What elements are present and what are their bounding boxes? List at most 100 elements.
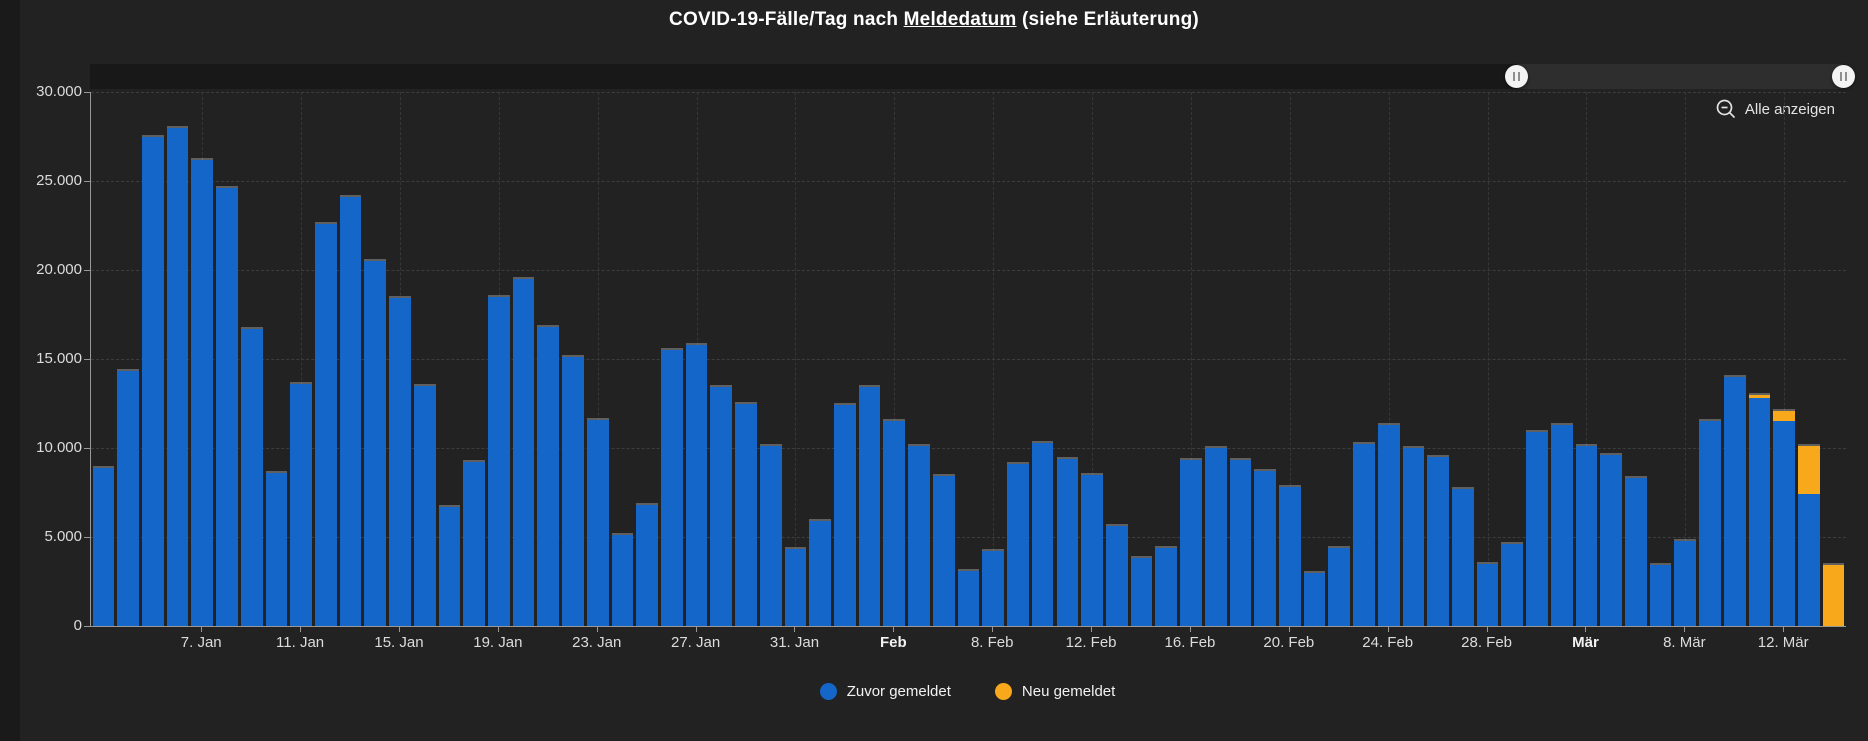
bar-6-mär[interactable] [1625, 476, 1647, 626]
bar-22-feb[interactable] [1328, 545, 1351, 626]
bar-4-mär[interactable] [1575, 444, 1598, 626]
bar-9-mär[interactable] [1699, 419, 1721, 626]
bar-9-feb[interactable] [1007, 462, 1029, 626]
bar-12-feb[interactable] [1081, 472, 1103, 626]
bar-29-jan[interactable] [735, 401, 757, 626]
bar-24-feb[interactable] [1377, 422, 1400, 626]
bar-23-jan[interactable] [586, 417, 609, 626]
bar-13-feb[interactable] [1105, 524, 1128, 626]
bar-28-feb[interactable] [1476, 561, 1499, 626]
bar-segment-zuvor-gemeldet [1377, 424, 1400, 626]
bar-25-feb[interactable] [1402, 446, 1425, 626]
x-axis-tick [1288, 627, 1290, 632]
bar-segment-zuvor-gemeldet [1699, 421, 1721, 626]
bar-25-jan[interactable] [636, 502, 658, 626]
bar-top-highlight [685, 342, 708, 345]
bar-segment-zuvor-gemeldet [685, 344, 708, 626]
bar-10-jan[interactable] [265, 470, 288, 626]
bar-1-mär[interactable] [1501, 542, 1524, 626]
bar-segment-zuvor-gemeldet [314, 223, 337, 626]
bar-15-jan[interactable] [389, 296, 411, 626]
bar-6-feb[interactable] [932, 474, 955, 626]
bar-16-feb[interactable] [1180, 458, 1202, 626]
bar-30-jan[interactable] [759, 444, 782, 626]
bar-18-feb[interactable] [1229, 458, 1252, 626]
show-all-button[interactable]: Alle anzeigen [1715, 98, 1835, 120]
bar-7-jan[interactable] [191, 157, 214, 626]
bar-5-feb[interactable] [908, 444, 930, 626]
bar-12-mär[interactable] [1773, 408, 1796, 626]
bar-22-jan[interactable] [562, 355, 584, 626]
bar-segment-zuvor-gemeldet [759, 446, 782, 626]
bar-11-mär[interactable] [1748, 392, 1771, 626]
bar-5-jan[interactable] [141, 134, 164, 626]
zoom-range-slider[interactable] [90, 64, 1855, 89]
bar-4-feb[interactable] [883, 419, 906, 626]
bar-15-feb[interactable] [1155, 545, 1178, 626]
bar-26-jan[interactable] [661, 348, 683, 626]
bar-3-jan[interactable] [92, 465, 115, 626]
bar-14-jan[interactable] [364, 259, 387, 626]
bar-20-feb[interactable] [1278, 485, 1301, 626]
bar-18-jan[interactable] [463, 460, 485, 626]
bar-9-jan[interactable] [240, 326, 263, 626]
bar-7-feb[interactable] [957, 568, 980, 626]
bar-top-highlight [1600, 453, 1623, 456]
bar-14-mär[interactable] [1822, 563, 1845, 626]
bar-8-mär[interactable] [1674, 538, 1697, 626]
x-axis-tick [300, 627, 302, 632]
bar-segment-zuvor-gemeldet [240, 328, 263, 626]
bar-segment-zuvor-gemeldet [1180, 460, 1202, 626]
bar-17-feb[interactable] [1204, 446, 1227, 626]
bar-11-jan[interactable] [290, 381, 312, 626]
bar-2-feb[interactable] [834, 403, 856, 626]
slider-handle-left[interactable] [1505, 65, 1529, 88]
bar-17-jan[interactable] [438, 504, 461, 626]
x-axis-tick [497, 627, 499, 632]
bar-21-feb[interactable] [1303, 570, 1326, 626]
slider-active-window[interactable] [1516, 64, 1844, 89]
bar-6-jan[interactable] [166, 125, 189, 626]
bar-28-jan[interactable] [710, 385, 733, 626]
bar-14-feb[interactable] [1130, 556, 1153, 626]
bar-12-jan[interactable] [314, 221, 337, 626]
meldedatum-link[interactable]: Meldedatum [903, 9, 1017, 30]
bar-top-highlight [1476, 561, 1499, 564]
bar-16-jan[interactable] [413, 383, 436, 626]
bar-8-jan[interactable] [216, 186, 238, 626]
bar-20-jan[interactable] [512, 276, 535, 626]
bar-31-jan[interactable] [784, 547, 807, 626]
vertical-gridline [1685, 92, 1687, 626]
vertical-gridline [1388, 92, 1390, 626]
bar-top-highlight [1550, 422, 1573, 425]
bar-8-feb[interactable] [982, 549, 1005, 626]
bar-top-highlight [1377, 422, 1400, 425]
bar-19-jan[interactable] [487, 294, 510, 626]
bar-1-feb[interactable] [809, 518, 832, 626]
bar-5-mär[interactable] [1600, 453, 1623, 626]
bar-19-feb[interactable] [1254, 469, 1276, 626]
bar-26-feb[interactable] [1427, 454, 1449, 626]
bar-3-mär[interactable] [1550, 422, 1573, 626]
bar-24-jan[interactable] [611, 533, 634, 626]
bar-top-highlight [611, 533, 634, 536]
horizontal-gridline [91, 537, 1846, 538]
bar-27-jan[interactable] [685, 342, 708, 626]
bar-13-jan[interactable] [339, 195, 362, 626]
bar-10-mär[interactable] [1723, 374, 1746, 626]
bar-3-feb[interactable] [858, 385, 881, 626]
bar-27-feb[interactable] [1452, 486, 1474, 626]
slider-handle-right[interactable] [1831, 65, 1855, 88]
bar-11-feb[interactable] [1056, 456, 1079, 626]
bar-13-mär[interactable] [1798, 444, 1820, 626]
bar-21-jan[interactable] [537, 324, 560, 626]
bar-23-feb[interactable] [1353, 442, 1375, 626]
bar-top-highlight [1822, 563, 1845, 566]
bar-7-mär[interactable] [1649, 563, 1672, 626]
bar-10-feb[interactable] [1031, 440, 1054, 626]
bar-segment-zuvor-gemeldet [1649, 565, 1672, 626]
bar-segment-zuvor-gemeldet [908, 446, 930, 626]
bar-top-highlight [982, 549, 1005, 552]
bar-2-mär[interactable] [1526, 429, 1548, 626]
bar-4-jan[interactable] [117, 369, 139, 626]
